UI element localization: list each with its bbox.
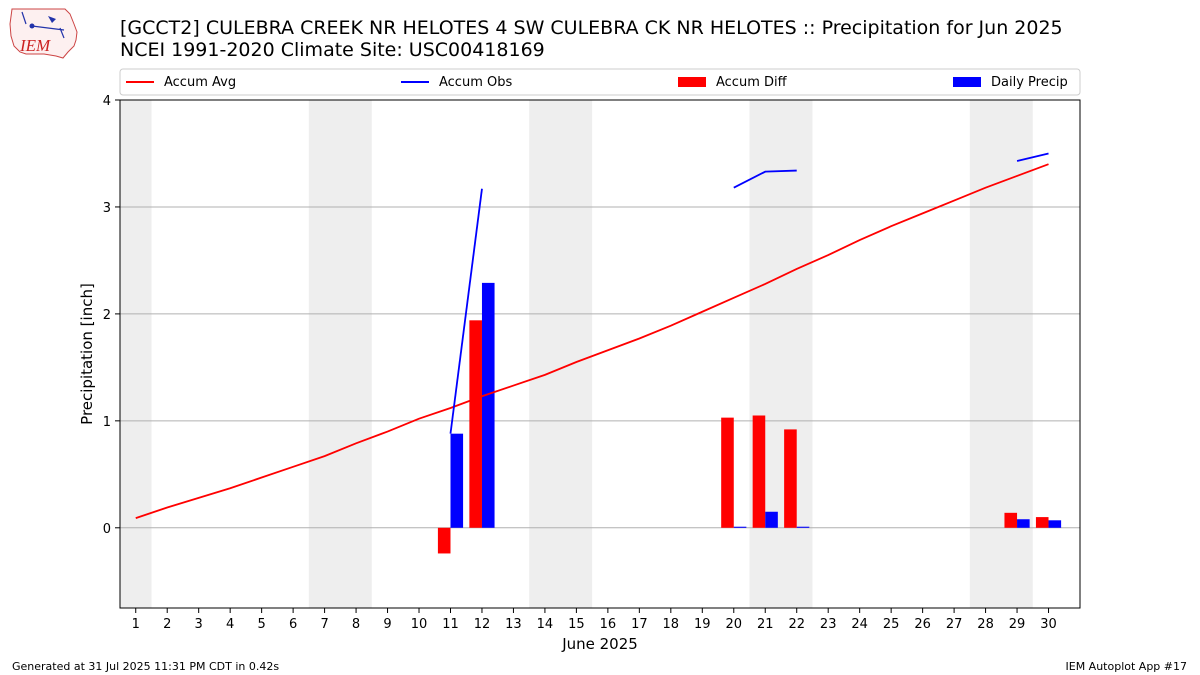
- daily-precip-bar: [450, 433, 464, 528]
- legend-label: Accum Obs: [439, 75, 512, 90]
- accum-diff-bar: [784, 429, 797, 528]
- y-tick-label: 0: [103, 522, 111, 537]
- weekend-band: [529, 100, 593, 608]
- chart-subtitle: NCEI 1991-2020 Climate Site: USC00418169: [120, 39, 545, 61]
- accum-diff-bar: [437, 527, 451, 554]
- weekend-band: [969, 100, 1033, 608]
- x-tick-label: 13: [505, 617, 522, 632]
- lines: [135, 152, 1049, 520]
- y-axis-label: Precipitation [inch]: [78, 283, 96, 425]
- x-tick-label: 1: [132, 617, 140, 632]
- accum-diff-bar: [721, 417, 734, 528]
- x-tick-label: 18: [663, 617, 680, 632]
- x-tick-label: 2: [163, 617, 171, 632]
- x-tick-label: 14: [537, 617, 554, 632]
- x-tick-label: 22: [788, 617, 805, 632]
- weekend-shading: [120, 100, 1033, 608]
- app-footer: IEM Autoplot App #17: [1065, 660, 1188, 673]
- daily-precip-bar: [733, 526, 747, 528]
- accum-obs-line: [449, 188, 483, 434]
- legend-accum-diff: Accum Diff: [678, 75, 788, 90]
- x-tick-label: 4: [226, 617, 234, 632]
- iem-logo: IEM: [9, 8, 78, 59]
- legend: Accum Avg Accum Obs Accum Diff Daily Precip: [119, 68, 1081, 96]
- y-tick-label: 2: [103, 308, 111, 323]
- x-tick-label: 24: [851, 617, 868, 632]
- x-tick-label: 15: [568, 617, 585, 632]
- weekend-band: [308, 100, 372, 608]
- daily-precip-bar: [765, 511, 778, 528]
- x-tick-label: 26: [914, 617, 931, 632]
- x-tick-label: 16: [600, 617, 617, 632]
- x-tick-label: 28: [977, 617, 994, 632]
- daily-precip-bar: [481, 282, 495, 528]
- legend-label: Daily Precip: [991, 75, 1068, 90]
- weekend-band: [749, 100, 813, 608]
- x-tick-label: 25: [883, 617, 900, 632]
- legend-box: [119, 68, 1081, 96]
- legend-swatch: [953, 77, 981, 87]
- grid: [120, 99, 1080, 529]
- x-tick-label: 17: [631, 617, 648, 632]
- y-tick-label: 4: [103, 94, 111, 109]
- legend-accum-obs: Accum Obs: [401, 75, 512, 90]
- x-tick-label: 19: [694, 617, 711, 632]
- x-tick-label: 3: [195, 617, 203, 632]
- legend-accum-avg: Accum Avg: [126, 75, 236, 90]
- x-tick-label: 21: [757, 617, 774, 632]
- x-tick-label: 27: [946, 617, 963, 632]
- accum-diff-bar: [1004, 512, 1018, 528]
- x-tick-label: 6: [289, 617, 297, 632]
- x-tick-label: 7: [320, 617, 328, 632]
- x-tick-label: 12: [474, 617, 491, 632]
- accum-diff-bar: [1035, 517, 1049, 528]
- accum-avg-line: [135, 163, 1049, 520]
- x-tick-label: 5: [257, 617, 265, 632]
- logo-text: IEM: [19, 36, 51, 55]
- chart-title: [GCCT2] CULEBRA CREEK NR HELOTES 4 SW CU…: [120, 17, 1063, 39]
- accum-obs-line: [733, 169, 797, 189]
- x-tick-label: 23: [820, 617, 837, 632]
- legend-label: Accum Diff: [716, 75, 788, 90]
- x-tick-label: 10: [411, 617, 428, 632]
- x-tick-label: 8: [352, 617, 360, 632]
- generated-footer: Generated at 31 Jul 2025 11:31 PM CDT in…: [12, 660, 280, 673]
- y-tick-label: 1: [103, 415, 111, 430]
- accum-diff-bar: [752, 415, 766, 528]
- accum-obs-line: [1016, 152, 1049, 162]
- weekend-band: [120, 100, 152, 608]
- x-tick-label: 30: [1040, 617, 1057, 632]
- legend-swatch: [678, 77, 706, 87]
- x-tick-label: 20: [725, 617, 742, 632]
- daily-precip-bar: [796, 526, 810, 528]
- legend-label: Accum Avg: [164, 75, 236, 90]
- x-tick-label: 9: [383, 617, 391, 632]
- x-tick-label: 29: [1009, 617, 1026, 632]
- y-tick-label: 3: [103, 201, 111, 216]
- daily-precip-bar: [1048, 520, 1062, 528]
- legend-daily-precip: Daily Precip: [953, 75, 1068, 90]
- plot-frame: [119, 99, 1081, 609]
- x-axis-label: June 2025: [561, 635, 638, 653]
- accum-diff-bar: [469, 320, 482, 528]
- bars: [437, 282, 1062, 554]
- daily-precip-bar: [1017, 519, 1030, 528]
- x-tick-label: 11: [442, 617, 459, 632]
